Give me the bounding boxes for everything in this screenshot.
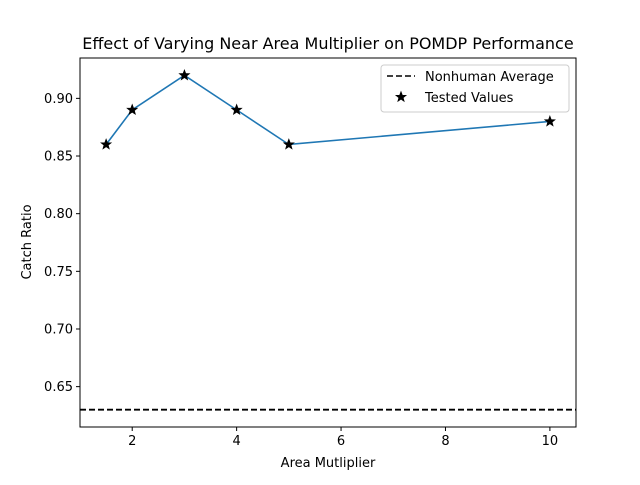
y-tick-label: 0.90 [44, 92, 73, 107]
y-tick-label: 0.65 [44, 380, 73, 395]
data-point-star [230, 103, 243, 116]
legend-entry-nonhuman-average: Nonhuman Average [425, 70, 554, 85]
legend-box [380, 64, 570, 113]
y-axis-label: Catch Ratio [20, 204, 35, 279]
y-axis-ticks: 0.65 0.70 0.75 0.80 0.85 0.90 [44, 92, 80, 395]
y-tick-label: 0.75 [44, 265, 73, 280]
y-tick-label: 0.80 [44, 207, 73, 222]
x-tick-label: 6 [337, 434, 345, 449]
plot-frame [79, 57, 577, 428]
x-tick-label: 2 [128, 434, 136, 449]
series-line [105, 74, 550, 146]
data-point-star [282, 138, 295, 150]
series-markers [100, 68, 556, 150]
series-lines [105, 74, 550, 146]
legend-star-icon [394, 90, 408, 103]
data-point-star [100, 138, 113, 150]
x-tick-label: 8 [441, 434, 449, 449]
data-point-star [178, 68, 191, 81]
plot-area: 2 4 6 8 10 0.65 0.70 0.75 0.80 0.85 0.90 [44, 57, 577, 449]
y-tick-label: 0.85 [44, 150, 73, 165]
data-point-star [126, 103, 139, 116]
data-point-star [543, 115, 556, 127]
x-axis-label: Area Mutliplier [281, 456, 376, 471]
legend: Nonhuman Average Tested Values [380, 64, 570, 113]
x-axis-ticks: 2 4 6 8 10 [128, 427, 558, 449]
legend-entry-tested-values: Tested Values [424, 91, 514, 106]
chart-title: Effect of Varying Near Area Multiplier o… [82, 34, 573, 53]
x-tick-label: 10 [542, 434, 559, 449]
y-tick-label: 0.70 [44, 322, 73, 337]
x-tick-label: 4 [232, 434, 240, 449]
